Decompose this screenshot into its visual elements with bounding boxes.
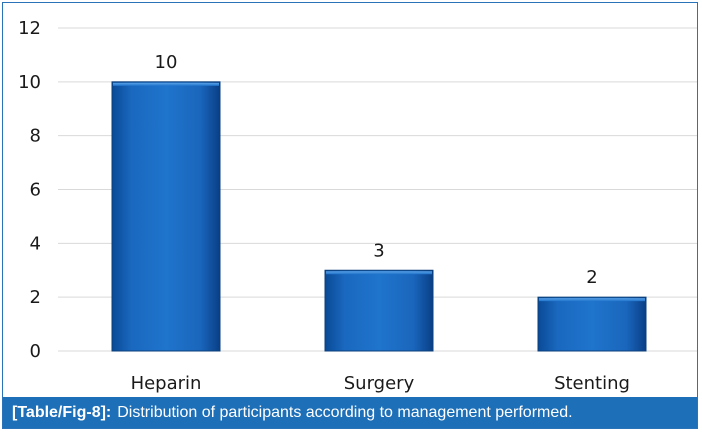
y-tick-label-2: 2 [30,287,41,308]
y-tick-label-4: 4 [30,233,41,254]
y-tick-label-12: 12 [18,18,41,39]
caption-text: Distribution of participants according t… [117,403,573,421]
bar-chart: 0 2 4 6 8 10 12 10 Heparin 3 Surgery 2 Stenting [18,18,697,394]
y-tick-label-8: 8 [30,126,41,147]
figure-frame: 0 2 4 6 8 10 12 10 Heparin 3 Surgery 2 Stenting [Tab… [2,2,698,429]
data-label-heparin: 10 [155,52,178,73]
data-label-surgery: 3 [373,240,384,261]
bar-stenting [537,296,647,352]
bar-highlight-stenting [539,298,645,302]
y-tick-label-10: 10 [18,72,41,93]
y-tick-label-0: 0 [30,341,41,362]
figure-caption: [Table/Fig-8]: Distribution of participa… [3,397,697,428]
x-tick-label-surgery: Surgery [344,373,415,394]
y-tick-label-6: 6 [30,180,41,201]
x-tick-label-stenting: Stenting [554,373,630,394]
bar-surgery [324,269,434,352]
x-tick-label-heparin: Heparin [131,373,202,394]
bar-highlight-heparin [113,82,219,86]
bar-heparin [111,81,221,352]
caption-ref: [Table/Fig-8]: [12,403,112,421]
bar-highlight-surgery [326,271,432,275]
data-label-stenting: 2 [586,267,597,288]
